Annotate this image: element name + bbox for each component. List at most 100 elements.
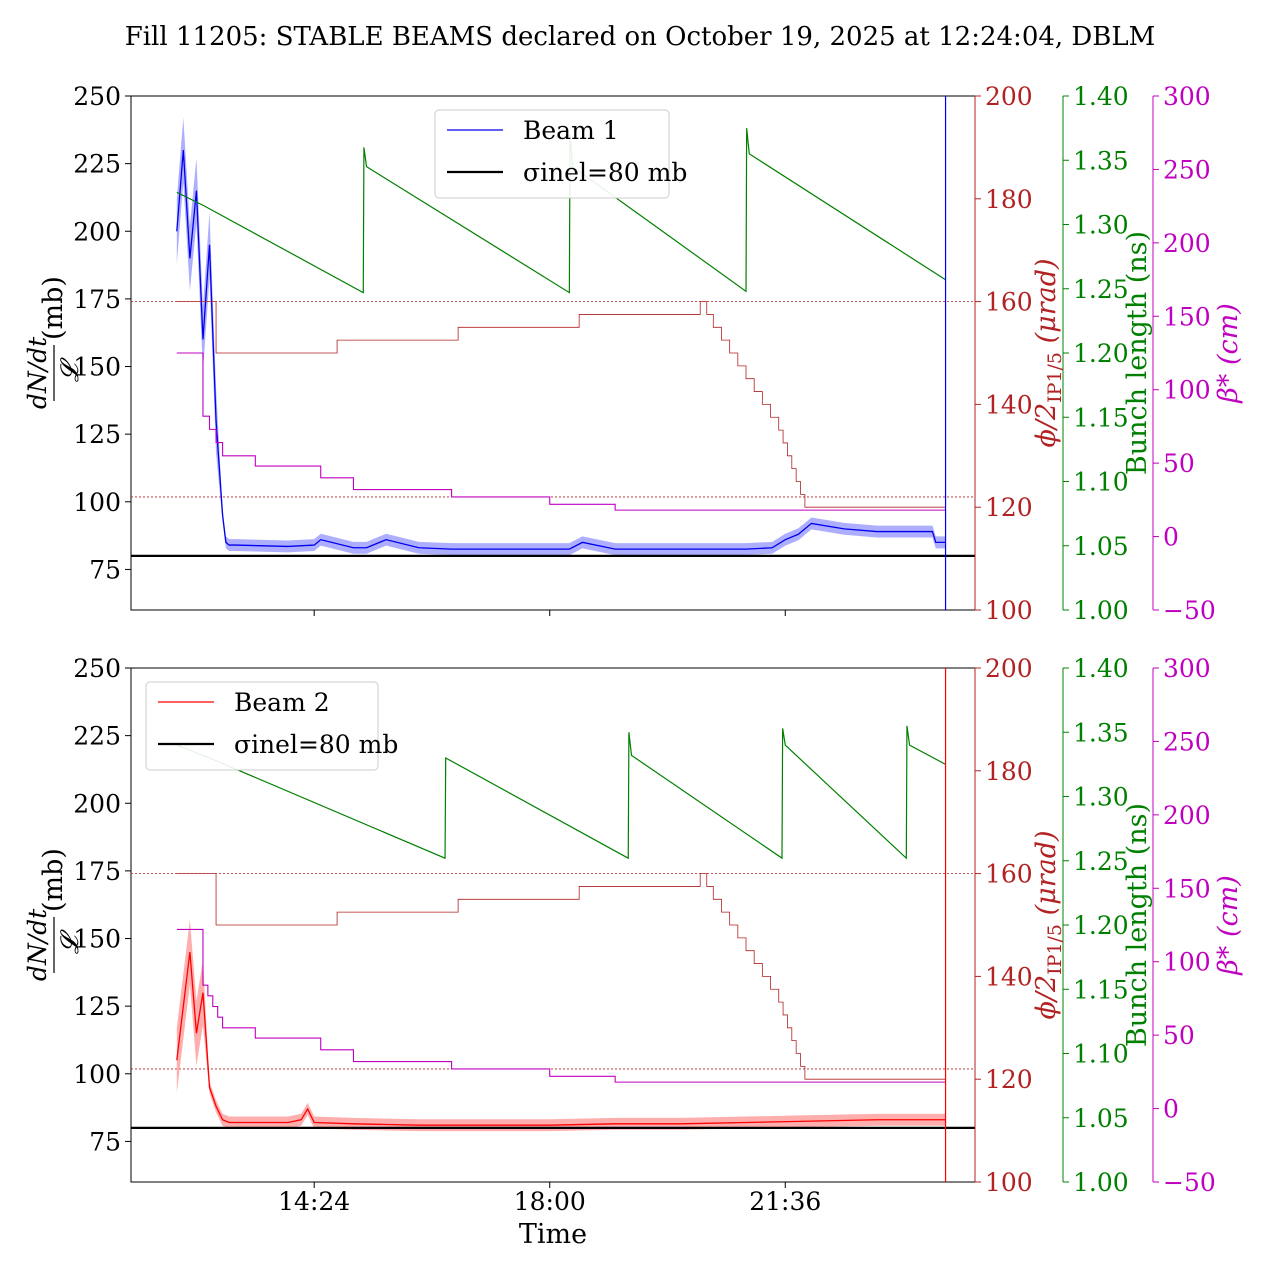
left-tick-label: 75 [89,1127,121,1156]
crossing-angle-tick-label: 200 [985,654,1033,683]
chart-title: Fill 11205: STABLE BEAMS declared on Oct… [125,22,1156,52]
left-tick-label: 150 [73,353,121,382]
left-tick-label: 225 [73,722,121,751]
left-tick-label: 250 [73,82,121,111]
crossing-angle-tick-label: 180 [985,757,1033,786]
beta-star-tick-label: 300 [1163,654,1211,683]
bunch-length-tick-label: 1.00 [1073,1168,1129,1197]
bunch-length-tick-label: 1.05 [1073,532,1129,561]
beta-star-line [176,928,946,1083]
left-tick-label: 175 [73,857,121,886]
legend-beam-label: Beam 2 [234,688,330,717]
left-tick-label: 225 [73,150,121,179]
left-label-numerator: dN/dt [23,336,52,409]
crossing-angle-tick-label: 100 [985,596,1033,625]
crossing-angle-tick-label: 140 [985,390,1033,419]
bunch-length-label-text: Bunch length (ns) [1122,803,1153,1047]
crossing-angle-tick-label: 160 [985,288,1033,317]
crossing-angle-tick-label: 120 [985,1065,1033,1094]
x-tick-label: 14:24 [278,1187,350,1216]
bunch-length-tick-label: 1.30 [1073,783,1129,812]
left-tick-label: 150 [73,925,121,954]
legend-box [434,109,670,199]
beam-series-line [176,150,946,550]
bunch-length-tick-label: 1.15 [1073,403,1129,432]
beta-star-tick-label: 50 [1163,449,1195,478]
bunch-length-tick-label: 1.30 [1073,211,1129,240]
bunch-length-line [176,128,946,294]
bunch-length-tick-label: 1.00 [1073,596,1129,625]
crossing-angle-tick-label: 140 [985,962,1033,991]
crossing-angle-tick-label: 100 [985,1168,1033,1197]
beta-star-axis-label: β* (cm) [1213,303,1244,403]
bunch-length-tick-label: 1.20 [1073,339,1129,368]
left-label-numerator: dN/dt [23,908,52,981]
x-tick-label: 18:00 [514,1187,586,1216]
crossing-angle-label-text: ϕ/2IP1/5 (μrad) [1031,830,1066,1019]
bunch-length-tick-label: 1.05 [1073,1104,1129,1133]
beta-star-tick-label: 150 [1163,302,1211,331]
left-tick-label: 200 [73,789,121,818]
bunch-length-tick-label: 1.10 [1073,1040,1129,1069]
beta-star-tick-label: −50 [1163,596,1216,625]
legend-reference-label: σinel=80 mb [523,158,687,187]
legend-box [145,681,379,771]
crossing-angle-tick-label: 200 [985,82,1033,111]
beta-star-axis-label: β* (cm) [1213,875,1244,975]
beta-star-tick-label: 100 [1163,948,1211,977]
bunch-length-tick-label: 1.10 [1073,468,1129,497]
bunch-length-tick-label: 1.25 [1073,847,1129,876]
bunch-length-tick-label: 1.35 [1073,718,1129,747]
left-tick-label: 75 [89,555,121,584]
bunch-length-axis-label: Bunch length (ns) [1122,231,1153,475]
beta-star-tick-label: 200 [1163,801,1211,830]
bunch-length-line [176,725,946,860]
left-label-unit: (mb) [38,276,69,340]
beam-series-line [176,951,946,1126]
beta-star-tick-label: 150 [1163,874,1211,903]
legend-reference-label: σinel=80 mb [234,730,398,759]
beta-star-label-text: β* (cm) [1213,303,1244,403]
bunch-length-tick-label: 1.35 [1073,146,1129,175]
crossing-angle-tick-label: 160 [985,860,1033,889]
legend: Beam 1 σinel=80 mb [434,109,687,199]
left-tick-label: 250 [73,654,121,683]
beta-star-tick-label: 100 [1163,376,1211,405]
bunch-length-tick-label: 1.20 [1073,911,1129,940]
x-axis-label: Time [519,1219,587,1250]
crossing-angle-axis-label: ϕ/2IP1/5 (μrad) [1031,830,1066,1019]
beta-star-tick-label: 200 [1163,229,1211,258]
crossing-angle-tick-label: 120 [985,493,1033,522]
beta-star-tick-label: 50 [1163,1021,1195,1050]
bunch-length-tick-label: 1.40 [1073,82,1129,111]
crossing-angle-label-text: ϕ/2IP1/5 (μrad) [1031,258,1066,447]
beta-star-tick-label: 0 [1163,523,1179,552]
crossing-angle-line [176,301,946,508]
left-tick-label: 200 [73,217,121,246]
bunch-length-axis-label: Bunch length (ns) [1122,803,1153,1047]
left-tick-label: 125 [73,420,121,449]
left-tick-label: 100 [73,488,121,517]
legend: Beam 2 σinel=80 mb [145,681,398,771]
beta-star-line [176,352,946,511]
beta-star-tick-label: 250 [1163,155,1211,184]
beta-star-tick-label: 300 [1163,82,1211,111]
beta-star-tick-label: 250 [1163,727,1211,756]
beta-star-label-text: β* (cm) [1213,875,1244,975]
bunch-length-tick-label: 1.40 [1073,654,1129,683]
crossing-angle-line [176,873,946,1080]
crossing-angle-tick-label: 180 [985,185,1033,214]
beta-star-tick-label: 0 [1163,1095,1179,1124]
legend-beam-label: Beam 1 [523,116,619,145]
left-tick-label: 125 [73,992,121,1021]
beta-star-tick-label: −50 [1163,1168,1216,1197]
bunch-length-tick-label: 1.25 [1073,275,1129,304]
left-tick-label: 100 [73,1060,121,1089]
beam-uncertainty-band [176,919,946,1132]
bunch-length-label-text: Bunch length (ns) [1122,231,1153,475]
left-label-unit: (mb) [38,848,69,912]
x-tick-label: 21:36 [749,1187,821,1216]
